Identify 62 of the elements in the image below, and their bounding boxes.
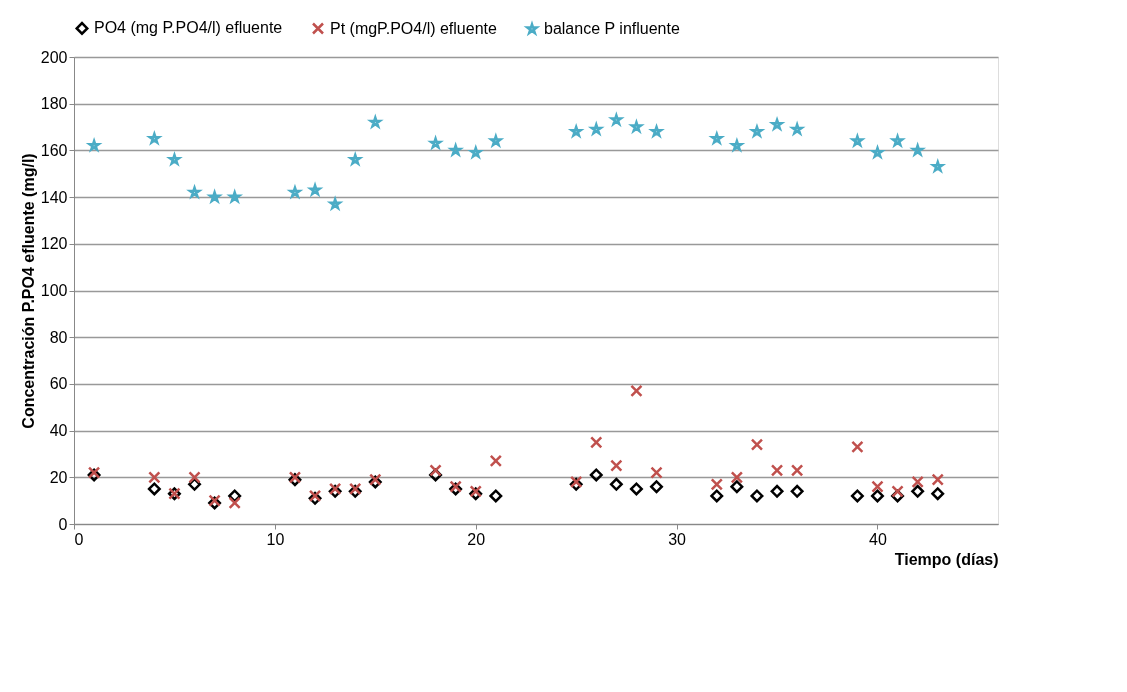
point — [228, 496, 241, 510]
point — [589, 468, 603, 482]
point — [790, 484, 804, 498]
point — [429, 464, 442, 477]
point — [166, 151, 183, 167]
y-tick-label: 20 — [49, 468, 68, 486]
point — [770, 484, 784, 498]
point — [609, 477, 623, 491]
point — [467, 144, 484, 160]
y-tick-label: 180 — [40, 95, 68, 113]
y-tick-label: 100 — [40, 282, 68, 299]
y-tick-label: 60 — [49, 375, 68, 393]
point — [610, 459, 623, 472]
point — [869, 144, 886, 160]
point — [630, 384, 643, 398]
x-tick-label: 0 — [74, 530, 84, 548]
point — [891, 485, 904, 498]
point — [710, 478, 724, 491]
y-tick-label: 80 — [49, 328, 68, 346]
x-tick-label: 30 — [668, 530, 687, 548]
y-tick-label: 40 — [49, 422, 68, 440]
legend-label: balance P influente — [544, 20, 680, 38]
point — [790, 464, 804, 477]
point — [850, 489, 864, 503]
y-tick-label: 140 — [40, 188, 68, 206]
legend-label: PO4 (mg P.PO4/l) efluente — [94, 19, 283, 37]
point — [148, 471, 161, 484]
legend-label: Pt (mgP.PO4/l) efluente — [330, 19, 497, 37]
x-tick-label: 40 — [869, 530, 887, 548]
point — [750, 438, 764, 451]
point — [146, 130, 163, 146]
y-axis-title: Concentración P.PO4 efluente (mg/l) — [19, 153, 37, 429]
point — [931, 487, 945, 501]
point — [710, 489, 724, 503]
x-axis-title: Tiempo (días) — [894, 550, 999, 568]
point — [650, 480, 664, 494]
y-tick-label: 200 — [40, 48, 68, 66]
point — [629, 482, 643, 496]
y-tick-label: 120 — [40, 235, 68, 253]
point — [911, 475, 924, 489]
point — [648, 123, 665, 139]
point — [851, 440, 864, 454]
point — [650, 466, 663, 479]
point — [870, 489, 884, 503]
point — [489, 489, 503, 503]
point — [730, 471, 744, 484]
point — [770, 464, 784, 477]
x-tick-label: 20 — [467, 530, 486, 548]
point — [147, 482, 161, 496]
point — [871, 480, 884, 493]
point — [931, 473, 944, 486]
x-tick-label: 10 — [266, 530, 285, 548]
point — [590, 436, 603, 449]
point — [489, 454, 503, 468]
point — [188, 471, 201, 484]
point — [730, 480, 744, 494]
point — [750, 489, 764, 503]
point — [911, 484, 925, 498]
y-tick-label: 160 — [40, 141, 68, 159]
point — [186, 184, 203, 200]
y-tick-label: 0 — [58, 515, 68, 533]
point — [929, 158, 946, 174]
